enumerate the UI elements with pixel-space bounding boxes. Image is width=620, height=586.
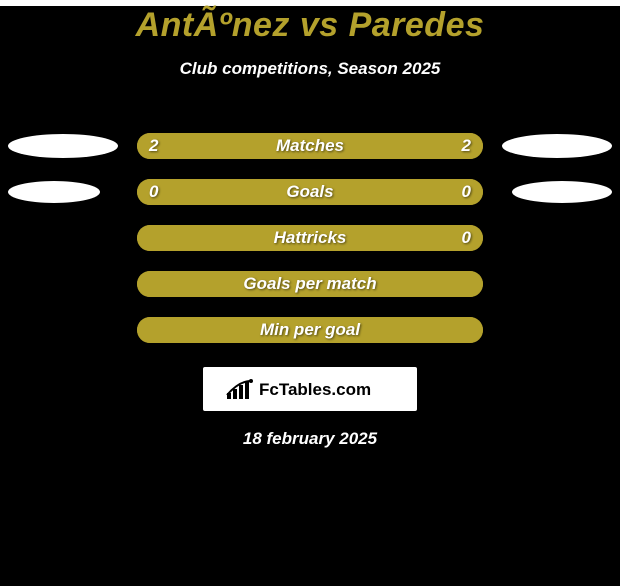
bar-right [310,317,483,343]
page-title: AntÃºnez vs Paredes [0,6,620,45]
bar-right [310,133,483,159]
stat-row: Hattricks0 [0,215,620,261]
stat-row: Goals00 [0,169,620,215]
bar-left [137,225,310,251]
page-subtitle: Club competitions, Season 2025 [0,59,620,79]
bar-right [310,225,483,251]
bar-right [310,179,483,205]
stats-card: AntÃºnez vs Paredes Club competitions, S… [0,6,620,586]
stat-rows: Matches22Goals00Hattricks0Goals per matc… [0,123,620,353]
bar-right [310,271,483,297]
date-text: 18 february 2025 [0,429,620,449]
brand-text: FcTables.com [259,380,371,399]
bar-left [137,179,310,205]
player-right-ellipse [512,181,612,203]
player-left-ellipse [8,181,100,203]
stat-row: Matches22 [0,123,620,169]
bar-left [137,271,310,297]
player-left-ellipse [8,134,118,158]
brand-logo-icon: FcTables.com [225,375,395,403]
stat-row: Min per goal [0,307,620,353]
bar-left [137,317,310,343]
player-right-ellipse [502,134,612,158]
brand-card: FcTables.com [203,367,417,411]
bar-left [137,133,310,159]
stat-row: Goals per match [0,261,620,307]
